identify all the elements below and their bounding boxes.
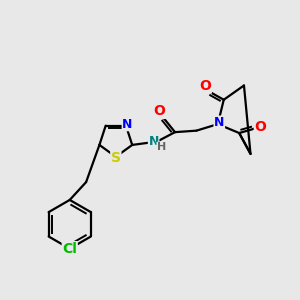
Text: N: N xyxy=(148,135,159,148)
Text: O: O xyxy=(200,79,211,93)
Text: N: N xyxy=(122,118,133,131)
Text: O: O xyxy=(154,104,166,118)
Text: O: O xyxy=(254,120,266,134)
Text: S: S xyxy=(111,151,121,165)
Text: H: H xyxy=(157,142,166,152)
Text: N: N xyxy=(214,116,224,129)
Text: Cl: Cl xyxy=(62,242,77,256)
